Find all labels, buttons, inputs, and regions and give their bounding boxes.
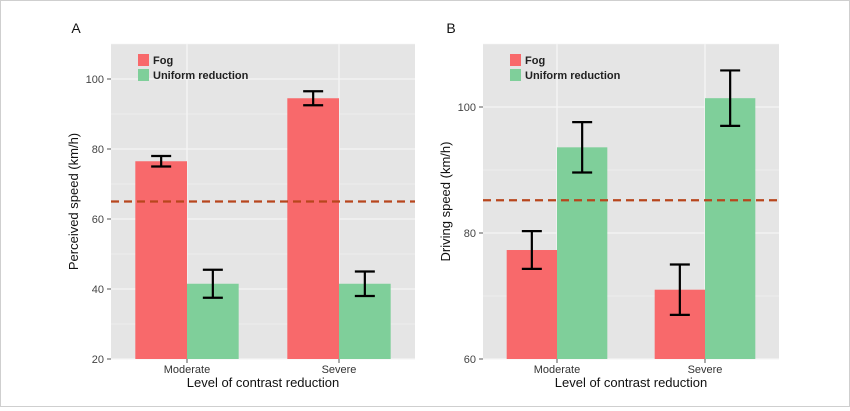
bar-fog-severe [287, 98, 339, 359]
error-bar-uniform-severe [354, 270, 375, 298]
y-tick-label: 20 [92, 354, 104, 366]
error-bar-uniform-moderate [572, 121, 593, 174]
panel-label: A [71, 20, 81, 36]
y-tick-label: 40 [92, 284, 104, 296]
error-bar-fog-severe [303, 90, 324, 107]
y-tick-label: 80 [92, 144, 104, 156]
bar-fog-moderate [135, 161, 187, 359]
legend-label-uniform: Uniform reduction [153, 70, 249, 82]
chart-panel-b: 60 80 100 Moderate Severe Fog Uniform reductio… [438, 20, 779, 390]
x-tick-label: Severe [688, 364, 723, 376]
x-tick-label: Severe [322, 364, 357, 376]
y-tick-label: 60 [92, 214, 104, 226]
error-bar-fog-severe [669, 263, 690, 316]
legend-swatch-fog [510, 54, 521, 66]
legend-swatch-uniform [138, 69, 149, 81]
y-tick-label: 100 [86, 74, 104, 86]
bar-uniform-severe [705, 98, 756, 360]
panel-label: B [446, 20, 455, 36]
error-bar-uniform-moderate [202, 268, 223, 299]
error-bar-fog-moderate [521, 230, 542, 271]
error-bar-fog-moderate [151, 154, 172, 168]
x-axis-title: Level of contrast reduction [187, 375, 339, 390]
legend-swatch-uniform [510, 69, 521, 81]
y-tick-label: 60 [464, 354, 476, 366]
x-axis-title: Level of contrast reduction [555, 375, 707, 390]
error-bar-uniform-severe [720, 69, 741, 128]
legend-swatch-fog [138, 54, 149, 66]
y-axis-title: Driving speed (km/h) [438, 142, 453, 262]
y-tick-label: 100 [458, 102, 476, 114]
bar-uniform-moderate [557, 147, 608, 359]
x-tick-label: Moderate [534, 364, 580, 376]
legend-label-uniform: Uniform reduction [525, 70, 621, 82]
y-axis-title: Perceived speed (km/h) [66, 133, 81, 270]
chart-panel-a: 20 40 60 80 100 Moderate Severe Fog Uniform redu… [66, 20, 415, 390]
x-tick-label: Moderate [164, 364, 210, 376]
y-tick-label: 80 [464, 228, 476, 240]
legend-label-fog: Fog [153, 55, 173, 67]
legend-label-fog: Fog [525, 55, 545, 67]
